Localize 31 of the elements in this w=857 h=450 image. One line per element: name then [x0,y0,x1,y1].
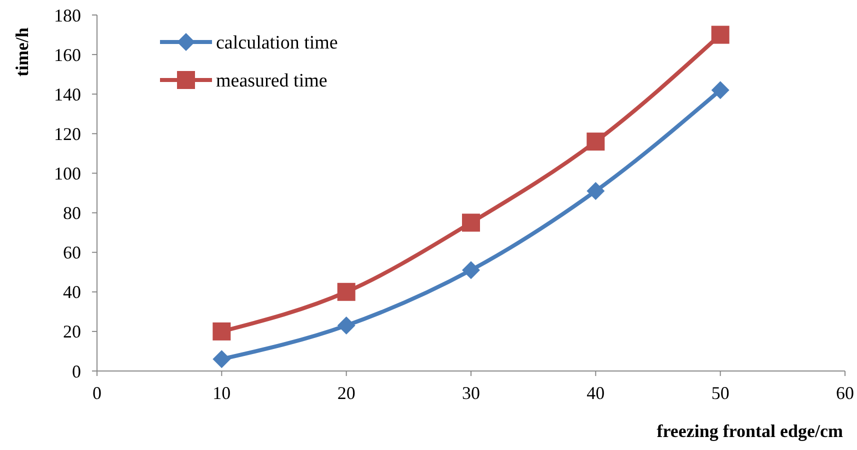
x-tick-label: 50 [711,383,730,403]
x-tick-label: 60 [836,383,854,403]
x-tick-label: 40 [586,383,605,403]
x-tick-label: 30 [462,383,480,403]
x-tick-label: 20 [337,383,356,403]
x-axis-title: freezing frontal edge/cm [656,421,843,441]
point [711,26,730,44]
point [586,182,605,200]
y-tick-label: 120 [54,124,81,144]
point [337,282,356,301]
y-tick-label: 140 [54,84,81,104]
legend-label: calculation time [216,32,338,54]
y-tick-label: 100 [54,164,81,184]
x-tick-label: 0 [92,383,102,403]
legend-label: measured time [216,70,328,92]
point [462,261,480,280]
y-tick-label: 80 [63,203,81,224]
point [586,132,605,151]
y-tick-label: 40 [63,282,81,302]
y-tick-label: 60 [63,242,81,263]
y-tick-label: 20 [63,322,81,342]
y-tick-label: 0 [72,361,81,382]
x-tick-label: 10 [212,383,231,403]
point [337,316,356,335]
y-axis-title: time/h [12,28,32,76]
point [212,322,231,340]
point [711,81,730,100]
y-tick-label: 160 [54,44,81,65]
point [212,350,231,368]
point [462,214,480,232]
y-tick-label: 180 [54,5,81,26]
